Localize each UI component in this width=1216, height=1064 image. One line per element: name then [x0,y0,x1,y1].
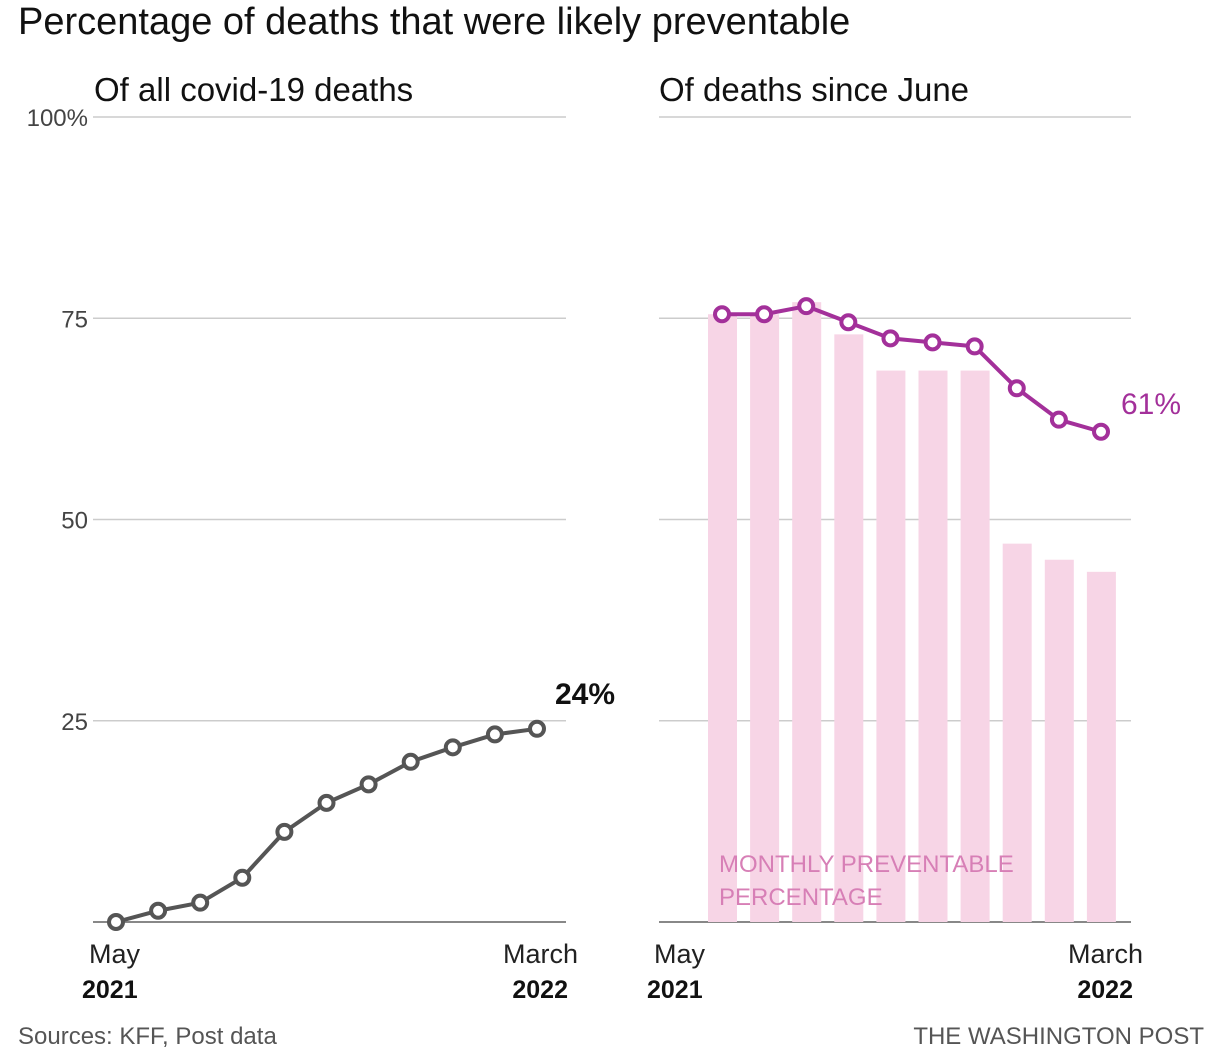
left-data-point [401,752,420,771]
right-series-line [722,304,1102,434]
left-data-point [359,775,378,794]
left-data-point [191,893,210,912]
y-tick-label: 50 [61,508,88,535]
bar-label-line-1: MONTHLY PREVENTABLE [719,851,1014,878]
left-series-points [107,719,546,931]
right-x-end-month: March [1068,939,1143,969]
right-subtitle: Of deaths since June [659,71,969,108]
y-tick-label: 100% [27,105,88,132]
right-data-point [1007,379,1026,398]
left-data-point [317,793,336,812]
sources-note: Sources: KFF, Post data [18,1023,277,1050]
right-data-point [797,297,816,316]
left-x-end-year: 2022 [512,976,568,1004]
left-gridlines [93,116,566,923]
monthly-bar [792,302,822,922]
left-data-point [107,913,125,931]
right-x-end-year: 2022 [1077,976,1133,1004]
left-line-path [115,726,538,924]
y-tick-label: 75 [61,306,88,333]
left-data-point [528,719,546,738]
monthly-bar [834,334,864,923]
right-x-start-month: May [654,939,706,969]
monthly-bar [918,370,948,922]
left-x-end-month: March [503,939,578,969]
left-data-point [485,725,504,744]
monthly-bar [1086,571,1116,922]
right-data-point [923,333,942,352]
chart-title: Percentage of deaths that were likely pr… [18,1,850,43]
right-end-label: 61% [1121,388,1181,421]
right-data-point [839,313,858,332]
y-tick-label: 25 [61,709,88,736]
left-end-label: 24% [555,678,615,711]
monthly-bar [960,370,990,922]
left-x-start-month: May [89,939,141,969]
bar-label-line-2: PERCENTAGE [719,884,883,911]
monthly-bar [876,370,906,922]
right-line-path [722,304,1102,434]
right-data-point [1049,410,1068,429]
right-data-point [1092,422,1110,441]
right-x-start-year: 2021 [647,976,703,1004]
left-data-point [443,738,462,757]
y-axis-ticks: 100% 75 50 25 [27,105,88,736]
right-data-point [713,305,731,324]
monthly-bar [1002,543,1032,922]
monthly-bar [708,314,737,923]
left-series-line [115,726,538,924]
publisher-credit: THE WASHINGTON POST [913,1023,1204,1050]
left-data-point [275,822,294,841]
monthly-bar [750,314,780,923]
monthly-bar [1044,559,1074,922]
left-subtitle: Of all covid-19 deaths [94,71,413,108]
left-data-point [149,901,168,920]
right-bars [708,302,1116,923]
right-data-point [755,305,774,324]
left-data-point [233,868,252,887]
right-series-points [713,297,1110,441]
right-data-point [881,329,900,348]
left-x-start-year: 2021 [82,976,138,1004]
panel-all-deaths: Of all covid-19 deaths 100% 75 50 25 24% Ma… [27,71,615,1004]
right-data-point [965,337,984,356]
panel-since-june: Of deaths since June MONTHLY PREVENTABLE… [647,71,1181,1004]
